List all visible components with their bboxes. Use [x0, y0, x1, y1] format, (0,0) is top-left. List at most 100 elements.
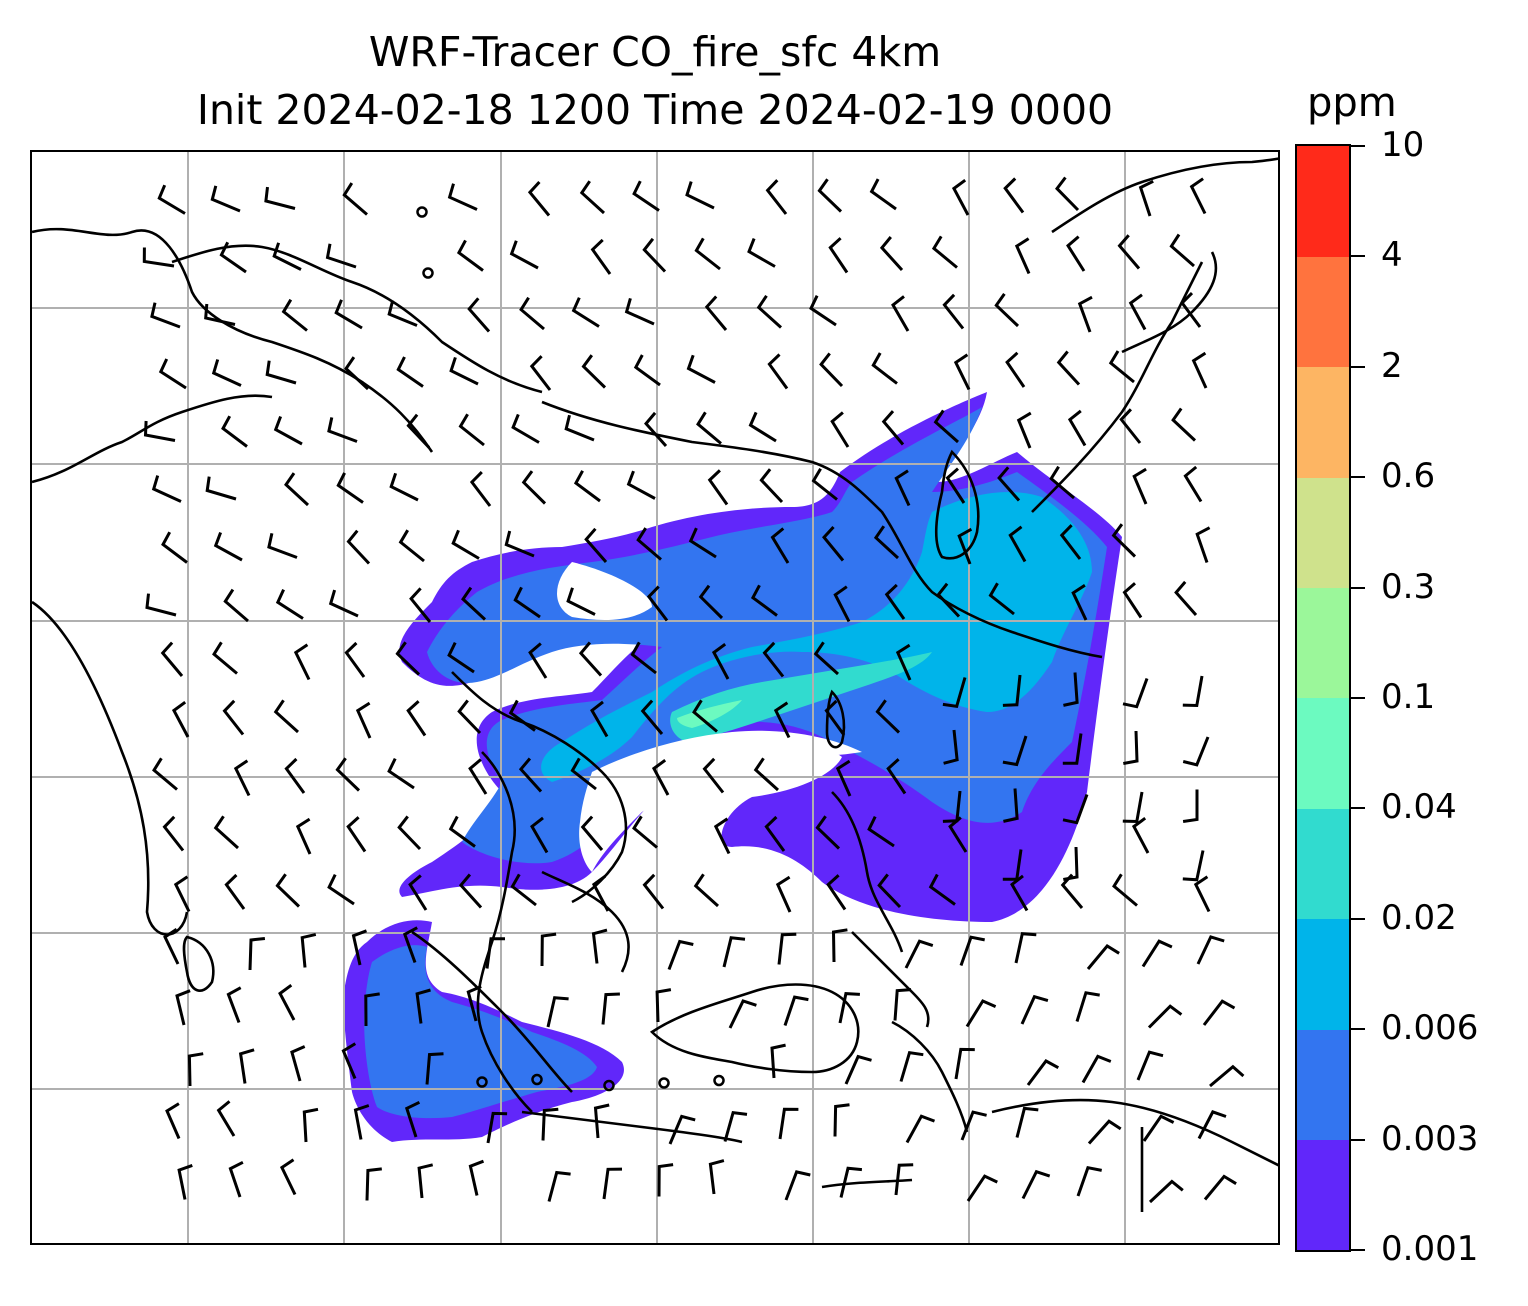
wind-barb [204, 303, 236, 326]
colorbar-segment [1297, 146, 1349, 257]
wind-barb [704, 295, 728, 331]
wind-barb [1141, 939, 1173, 968]
wind-barb [398, 529, 425, 563]
wind-barb [767, 353, 789, 390]
wind-barb [160, 641, 184, 677]
wind-barb [406, 700, 427, 737]
colorbar-tick [1351, 1028, 1365, 1031]
coast-russia [1051, 157, 1278, 234]
wind-barb [293, 643, 311, 681]
wind-barb [151, 475, 182, 503]
wind-barb [844, 1054, 872, 1085]
wind-barb [831, 928, 848, 963]
wind-barb [451, 529, 480, 560]
wind-barb [642, 873, 665, 910]
wind-barb [759, 468, 784, 504]
wind-barb [1131, 816, 1150, 854]
wind-barb [210, 185, 241, 213]
wind-barb [1182, 850, 1205, 882]
wind-barb [1003, 788, 1019, 823]
wind-barb [871, 352, 898, 385]
wind-barb [1196, 935, 1225, 965]
wind-barb [750, 584, 778, 617]
wind-barb [833, 1103, 850, 1137]
wind-barb [177, 1163, 193, 1200]
wind-barb [328, 589, 359, 618]
coast-philippines-south [851, 931, 930, 1028]
wind-barb [157, 184, 186, 215]
wind-barb [873, 525, 900, 560]
wind-barb [711, 642, 730, 680]
wind-barb [657, 1163, 674, 1197]
wind-barb [948, 816, 968, 853]
wind-barb [387, 757, 415, 790]
wind-barb [486, 1111, 508, 1144]
wind-barb [813, 641, 840, 676]
wind-barb [960, 1110, 987, 1141]
wind-barb [161, 531, 188, 564]
wind-barb [578, 641, 603, 677]
colorbar-segment [1297, 477, 1349, 589]
coast-india [32, 600, 189, 936]
wind-barb [402, 926, 418, 964]
colorbar-tick-label: 0.6 [1381, 456, 1436, 497]
wind-barb [783, 995, 809, 1026]
wind-barb [469, 471, 492, 507]
wind-barb [448, 815, 476, 848]
wind-barb [336, 472, 364, 504]
wind-barb [1180, 292, 1202, 328]
coast-korea [934, 449, 980, 560]
wind-barb [485, 937, 506, 969]
wind-barb [942, 293, 965, 330]
wind-barb [893, 988, 912, 1021]
wind-barb [404, 1100, 421, 1138]
wind-barb [815, 815, 841, 850]
wind-barb [509, 240, 539, 270]
wind-barb [943, 729, 959, 765]
calm-wind-marker [476, 1076, 488, 1088]
wind-barb [284, 757, 306, 794]
wind-barb [954, 1047, 975, 1080]
wind-barb [1062, 733, 1083, 765]
wind-barb [601, 992, 620, 1025]
wind-barb [279, 1158, 297, 1196]
wind-barb [341, 1042, 357, 1080]
wind-barb [1087, 1119, 1122, 1145]
wind-barb [997, 466, 1021, 502]
wind-barb [397, 815, 422, 851]
wind-barb [508, 699, 536, 732]
wind-barb [458, 413, 485, 447]
wind-barb [869, 178, 897, 211]
wind-barb [213, 531, 243, 562]
calm-wind-marker [416, 206, 428, 218]
wind-barb [775, 875, 792, 913]
wind-barb [278, 983, 296, 1021]
wind-barb [205, 476, 237, 501]
wind-barb [819, 352, 844, 388]
wind-barb [365, 1167, 382, 1201]
wind-barb [636, 527, 662, 561]
wind-barb [965, 999, 997, 1028]
wind-barb [1122, 677, 1149, 709]
plume-gap2 [557, 562, 652, 620]
wind-barb [1112, 873, 1138, 907]
wind-barb [707, 469, 729, 506]
wind-barb [527, 180, 551, 217]
colorbar-segment [1297, 918, 1349, 1030]
wind-barb [387, 300, 418, 327]
wind-barb [1142, 1114, 1175, 1142]
wind-barb [765, 179, 788, 215]
colorbar-tick [1351, 1249, 1365, 1251]
wind-barb [624, 297, 655, 326]
wind-barb [708, 1159, 725, 1195]
colorbar-tick-label: 10 [1381, 125, 1425, 165]
wind-barb [529, 355, 552, 391]
wind-barb [1209, 1064, 1245, 1088]
coastlines [32, 157, 1278, 1212]
colorbar-tick-label: 4 [1381, 235, 1403, 276]
wind-barb [223, 588, 249, 623]
wind-barb [778, 1107, 799, 1140]
map-title-line2: Init 2024-02-18 1200 Time 2024-02-19 000… [196, 86, 1114, 134]
wind-barb [346, 816, 367, 853]
coast-china-east [541, 400, 1103, 659]
